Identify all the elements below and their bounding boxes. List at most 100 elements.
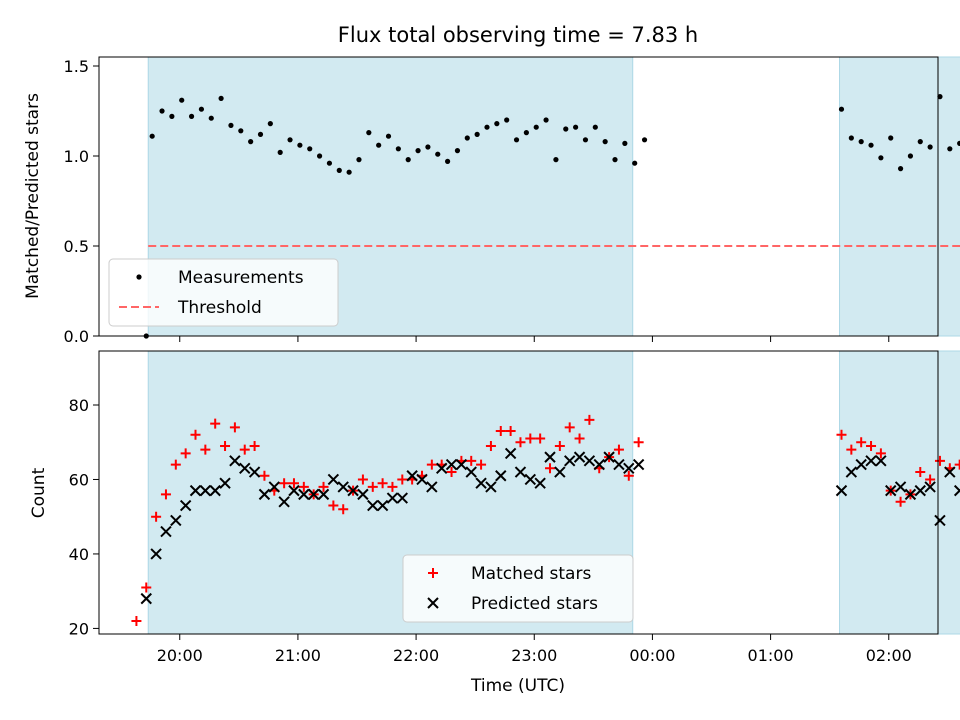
chart-title: Flux total observing time = 7.83 h bbox=[338, 23, 698, 47]
legend-threshold-label: Threshold bbox=[177, 298, 262, 318]
bottom-legend-box bbox=[402, 554, 634, 623]
matched-star-point bbox=[298, 481, 309, 492]
predicted-star-point bbox=[209, 484, 221, 497]
legend-matched-label: Matched stars bbox=[471, 564, 591, 584]
measurement-point bbox=[326, 160, 333, 166]
measurement-point bbox=[307, 146, 313, 152]
matched-star-point bbox=[387, 481, 398, 492]
predicted-star-point bbox=[554, 466, 566, 478]
x-tick-label: 20:00 bbox=[157, 646, 203, 665]
measurement-point bbox=[622, 140, 628, 146]
predicted-star-point bbox=[386, 492, 399, 504]
measurement-point bbox=[947, 146, 953, 152]
matched-star-point bbox=[515, 437, 526, 448]
legend-measurements-marker bbox=[136, 274, 142, 280]
matched-star-point bbox=[200, 444, 211, 455]
measurement-point bbox=[395, 146, 401, 152]
matched-star-point bbox=[131, 615, 142, 626]
matched-star-point bbox=[613, 444, 624, 455]
matched-star-point bbox=[934, 455, 945, 466]
measurement-point bbox=[592, 124, 598, 130]
measurement-point bbox=[385, 133, 392, 139]
predicted-star-point bbox=[140, 592, 152, 605]
y-tick-label: 0.5 bbox=[64, 237, 89, 256]
top-y-axis-label: Matched/Predicted stars bbox=[23, 93, 43, 299]
top-y-ticks: 0.0 0.5 1.0 1.5 bbox=[64, 57, 99, 346]
x-tick-label: 01:00 bbox=[748, 646, 794, 665]
predicted-star-point bbox=[455, 458, 468, 471]
matched-star-point bbox=[151, 511, 162, 522]
measurement-point bbox=[376, 142, 382, 148]
measurement-point bbox=[523, 130, 529, 136]
bottom-panel: 20 40 60 80 20:00 21:00 22:00 23:00 00:00 01:00 0… bbox=[29, 350, 960, 696]
matched-star-point bbox=[535, 433, 546, 444]
measurement-point bbox=[238, 128, 244, 134]
matched-star-point bbox=[210, 418, 221, 429]
measurement-point bbox=[937, 94, 943, 100]
predicted-star-point bbox=[894, 481, 907, 493]
measurement-point bbox=[504, 117, 510, 123]
measurement-point bbox=[927, 144, 933, 150]
matched-star-point bbox=[318, 481, 329, 492]
measurement-point bbox=[484, 124, 490, 130]
measurement-point bbox=[435, 151, 441, 157]
predicted-star-point bbox=[593, 458, 605, 471]
predicted-star-point bbox=[845, 466, 858, 478]
matched-star-point bbox=[915, 467, 926, 478]
predicted-star-point bbox=[563, 455, 576, 467]
legend-measurements-label: Measurements bbox=[178, 268, 304, 288]
matched-star-point bbox=[249, 440, 260, 451]
predicted-star-point bbox=[485, 481, 497, 493]
matched-star-point bbox=[856, 437, 867, 448]
predicted-star-point bbox=[865, 455, 877, 467]
measurement-point bbox=[198, 106, 205, 112]
top-plot-frame bbox=[98, 56, 939, 337]
measurement-point bbox=[425, 144, 431, 150]
observing-window-band bbox=[839, 56, 960, 337]
measurement-point bbox=[267, 121, 273, 127]
matched-star-point bbox=[495, 426, 506, 437]
measurement-point bbox=[553, 157, 559, 163]
predicted-star-point bbox=[603, 451, 615, 463]
measurement-point bbox=[573, 124, 579, 130]
measurement-point bbox=[917, 139, 923, 145]
measurement-point bbox=[405, 157, 411, 163]
matched-star-point bbox=[584, 414, 595, 425]
matched-star-point bbox=[525, 433, 536, 444]
matched-star-point bbox=[574, 433, 585, 444]
matched-star-point bbox=[239, 444, 250, 455]
measurement-point bbox=[464, 135, 470, 141]
measurement-point bbox=[858, 139, 864, 145]
matched-star-point bbox=[836, 429, 847, 440]
matched-star-point bbox=[180, 448, 191, 459]
matched-star-point bbox=[875, 448, 886, 459]
y-tick-label: 1.0 bbox=[64, 147, 89, 166]
predicted-star-point bbox=[524, 473, 537, 486]
measurement-point bbox=[868, 142, 874, 148]
predicted-star-point bbox=[170, 514, 182, 527]
matched-star-point bbox=[328, 500, 339, 511]
predicted-star-point bbox=[376, 499, 389, 512]
predicted-star-point bbox=[179, 499, 192, 512]
measurement-point bbox=[208, 115, 214, 121]
predicted-star-point bbox=[534, 477, 546, 489]
measurement-point bbox=[188, 113, 195, 119]
predicted-star-point bbox=[445, 458, 458, 471]
matched-star-point bbox=[259, 470, 270, 481]
matched-star-point bbox=[229, 422, 240, 433]
bottom-plot-frame bbox=[98, 350, 939, 635]
matched-star-point bbox=[564, 422, 575, 433]
predicted-star-point bbox=[855, 458, 867, 471]
measurement-point bbox=[415, 148, 421, 154]
x-tick-label: 02:00 bbox=[866, 646, 912, 665]
y-tick-label: 80 bbox=[69, 396, 89, 415]
predicted-star-point bbox=[495, 470, 507, 482]
measurement-point bbox=[513, 137, 520, 143]
matched-star-point bbox=[220, 440, 231, 451]
predicted-star-point bbox=[258, 488, 271, 501]
predicted-star-point bbox=[613, 458, 625, 471]
matched-star-point bbox=[446, 467, 457, 478]
matched-star-point bbox=[190, 429, 201, 440]
measurement-point bbox=[366, 130, 372, 136]
